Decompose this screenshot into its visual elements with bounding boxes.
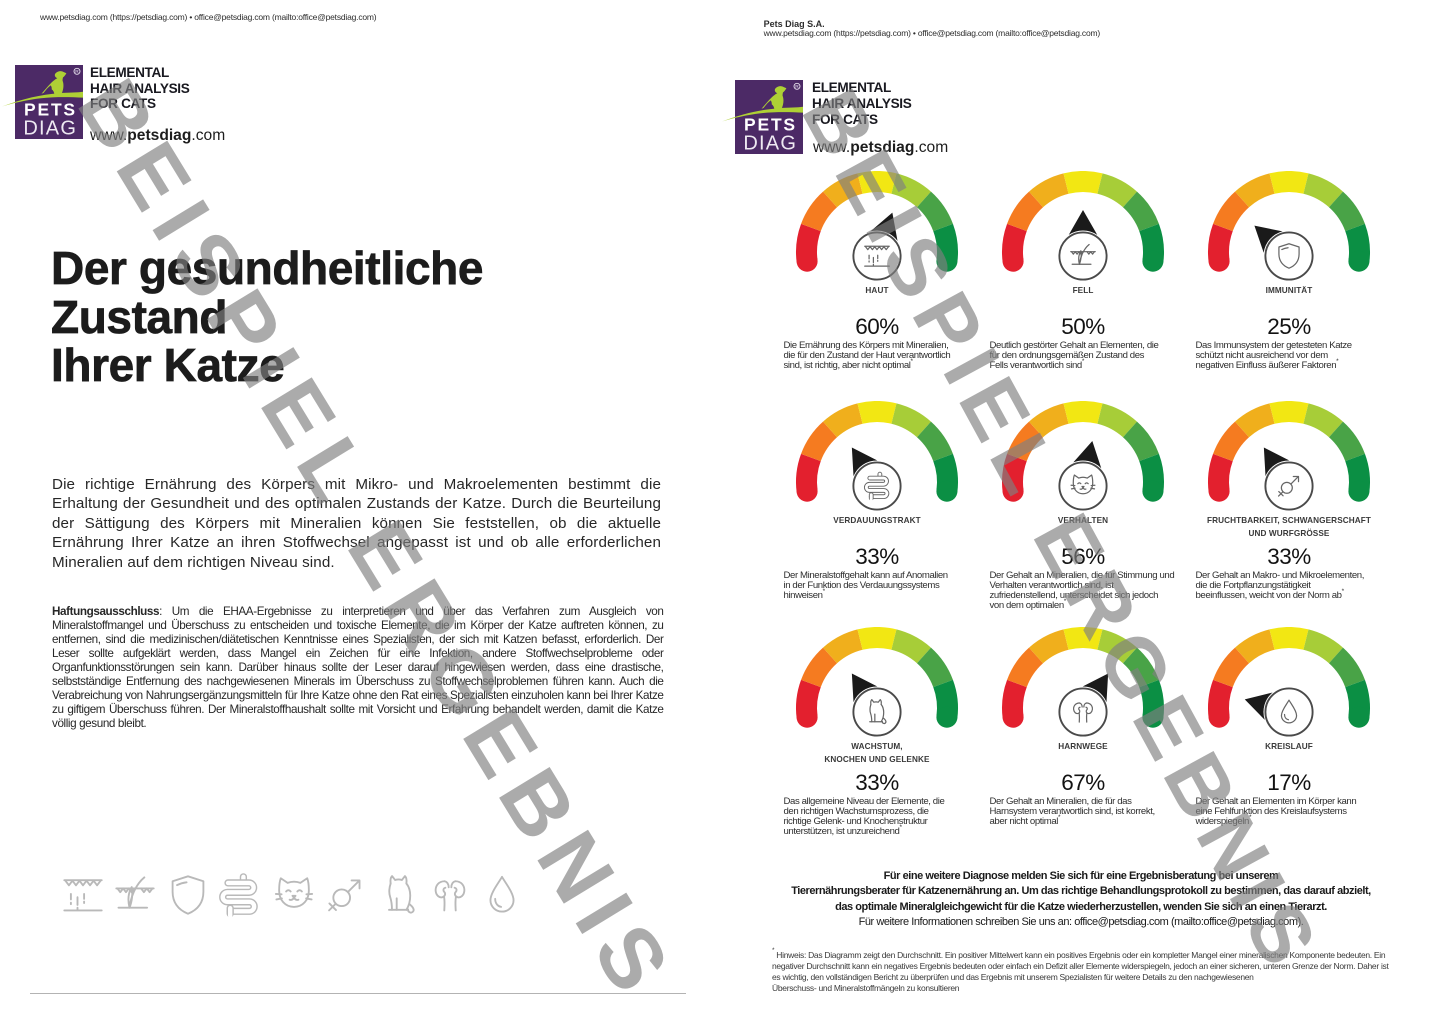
svg-text:R: R [795, 84, 799, 90]
svg-text:PETS: PETS [24, 100, 77, 120]
svg-text:PETS: PETS [744, 115, 797, 135]
svg-text:DIAG: DIAG [743, 132, 797, 154]
svg-text:R: R [75, 69, 79, 75]
svg-text:DIAG: DIAG [23, 117, 77, 139]
